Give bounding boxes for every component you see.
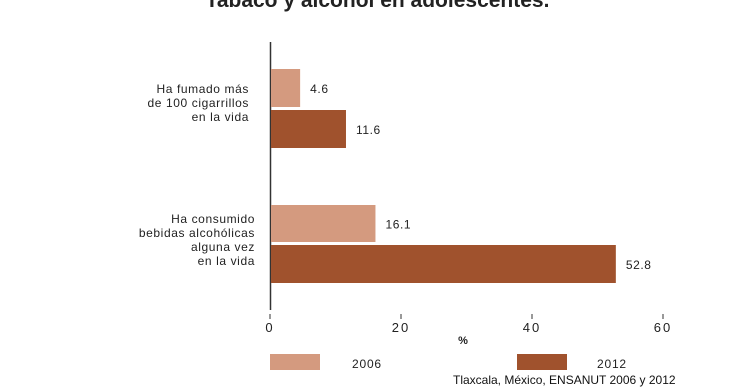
chart-title: Tabaco y alcohol en adolescentes. [205, 0, 550, 12]
bar-2012-0 [271, 110, 346, 148]
category-label-line: de 100 cigarrillos [147, 96, 249, 110]
x-tick-label: 0 [265, 320, 274, 335]
category-label-tobacco: Ha fumado más de 100 cigarrillos en la v… [34, 82, 249, 124]
legend-label-2012: 2012 [597, 357, 627, 371]
category-label-line: en la vida [191, 110, 249, 124]
bar-2006-0 [271, 69, 301, 107]
legend-swatch-2012 [517, 354, 567, 370]
x-tick-label: 60 [654, 320, 672, 335]
data-label: 16.1 [385, 218, 411, 232]
category-label-line: alguna vez [190, 240, 255, 254]
category-label-line: bebidas alcohólicas [138, 226, 255, 240]
x-tick-label: 40 [523, 320, 541, 335]
x-axis-label: % [458, 335, 468, 347]
category-label-line: en la vida [197, 254, 255, 268]
data-label: 52.8 [626, 258, 652, 272]
bar-2006-1 [271, 205, 376, 242]
data-label: 11.6 [356, 123, 381, 137]
bar-2012-1 [271, 245, 616, 283]
data-label: 4.6 [310, 82, 328, 96]
source-note: Tlaxcala, México, ENSANUT 2006 y 2012 [453, 373, 676, 387]
category-label-alcohol: Ha consumido bebidas alcohólicas alguna … [40, 212, 255, 268]
x-tick-label: 20 [392, 320, 410, 335]
category-label-line: Ha consumido [171, 212, 255, 226]
category-label-line: Ha fumado más [156, 82, 249, 96]
legend-swatch-2006 [270, 354, 320, 370]
legend-label-2006: 2006 [352, 357, 382, 371]
